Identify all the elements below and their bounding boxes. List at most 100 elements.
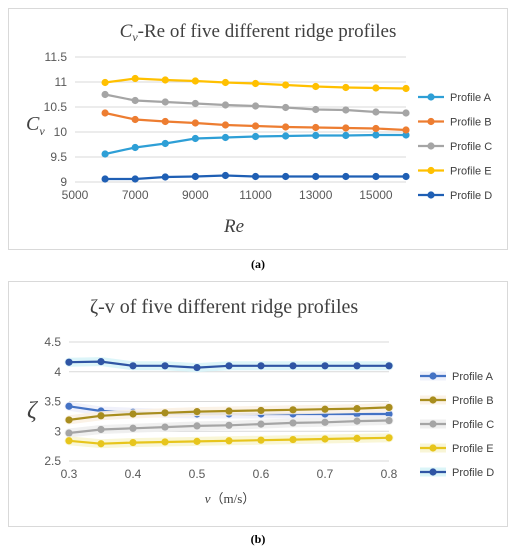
x-tick-label: 9000 <box>182 188 209 202</box>
data-point <box>342 172 350 181</box>
data-point <box>101 90 109 99</box>
data-point <box>353 362 361 370</box>
data-point <box>282 123 290 131</box>
data-point <box>282 81 290 89</box>
data-point <box>131 143 139 152</box>
y-tick-label: 4.5 <box>44 335 61 349</box>
data-point <box>161 423 169 431</box>
y-tick-label: 3.5 <box>44 395 61 409</box>
legend-marker <box>429 396 437 404</box>
data-point <box>385 362 393 370</box>
chart-a-plot: 9 9.5 10 10.5 11 11.5 5000 7000 9000 11000 13000 15… <box>44 50 493 202</box>
x-tick-label: 0.8 <box>381 467 398 481</box>
data-point <box>312 105 320 114</box>
data-point <box>225 437 233 445</box>
data-point <box>101 150 109 158</box>
data-point <box>191 77 199 85</box>
data-point <box>372 131 380 139</box>
x-tick-label: 11000 <box>239 188 272 202</box>
data-point <box>353 417 361 425</box>
data-point <box>101 175 109 183</box>
data-point <box>251 132 260 141</box>
data-point <box>321 435 329 443</box>
legend-marker <box>429 468 437 476</box>
legend-marker <box>429 420 437 428</box>
chart-b-xlabel-unit: （m/s） <box>210 491 255 506</box>
data-point <box>97 425 105 434</box>
legend-label: Profile D <box>450 190 492 202</box>
data-point <box>221 101 230 109</box>
x-tick-label: 5000 <box>62 188 89 202</box>
legend-label: Profile C <box>450 141 492 153</box>
data-point <box>65 358 73 366</box>
data-point <box>372 172 380 181</box>
data-point <box>312 131 320 140</box>
legend-marker <box>427 142 435 150</box>
x-tick-label: 0.4 <box>125 467 142 481</box>
data-point <box>372 124 380 133</box>
data-point <box>97 412 105 420</box>
data-point <box>342 106 350 114</box>
data-point <box>161 139 169 148</box>
data-point <box>161 98 169 106</box>
data-point <box>402 84 410 93</box>
data-point <box>402 109 410 117</box>
data-point <box>372 108 380 116</box>
data-point <box>289 419 297 427</box>
data-point <box>193 408 201 416</box>
data-point <box>353 434 361 442</box>
legend-marker <box>427 166 435 175</box>
data-point <box>129 438 137 447</box>
x-tick-label: 0.7 <box>317 467 334 481</box>
data-point <box>257 406 265 415</box>
legend-label: Profile A <box>450 92 492 104</box>
data-point <box>353 405 361 413</box>
data-point <box>129 424 137 432</box>
legend-label: Profile E <box>450 166 492 178</box>
data-point <box>101 109 109 117</box>
data-point <box>385 410 393 418</box>
data-point <box>225 421 233 429</box>
data-point <box>161 362 169 370</box>
legend-label: Profile B <box>452 395 494 407</box>
data-point <box>221 78 230 87</box>
legend-marker <box>427 117 435 126</box>
x-tick-label: 0.6 <box>253 467 270 481</box>
chart-a-ylabel: Cv <box>26 113 45 138</box>
x-tick-label: 0.3 <box>61 467 78 481</box>
legend-marker <box>429 372 437 380</box>
data-point <box>321 405 329 413</box>
legend-marker <box>427 93 435 101</box>
y-tick-label: 4 <box>54 365 61 379</box>
y-tick-label: 10.5 <box>44 100 68 114</box>
x-tick-label: 13000 <box>299 188 333 202</box>
data-point <box>191 134 199 143</box>
data-point <box>402 126 410 134</box>
data-point <box>251 79 260 88</box>
y-tick-label: 11 <box>55 75 68 89</box>
data-point <box>225 362 233 370</box>
chart-a-frame <box>8 8 508 250</box>
data-point <box>65 437 73 445</box>
chart-a-title-main: C <box>120 21 133 42</box>
data-point <box>161 117 169 126</box>
data-point <box>257 436 265 444</box>
data-point <box>97 358 105 366</box>
y-tick-label: 3 <box>54 424 61 438</box>
data-point <box>289 362 297 370</box>
data-point <box>131 175 139 183</box>
data-point <box>289 435 297 444</box>
chart-a-ylabel-main: C <box>26 113 40 135</box>
legend-label: Profile C <box>452 419 494 431</box>
data-point <box>65 429 73 437</box>
legend-label: Profile A <box>452 371 494 383</box>
chart-a-title: Cv-Re of five different ridge profiles <box>120 21 397 44</box>
legend-marker <box>429 444 437 452</box>
data-point <box>193 437 201 445</box>
data-point <box>221 121 230 129</box>
legend-label: Profile B <box>450 117 492 129</box>
y-tick-label: 11.5 <box>45 50 68 64</box>
data-point <box>282 132 290 140</box>
x-tick-label: 15000 <box>359 188 393 202</box>
